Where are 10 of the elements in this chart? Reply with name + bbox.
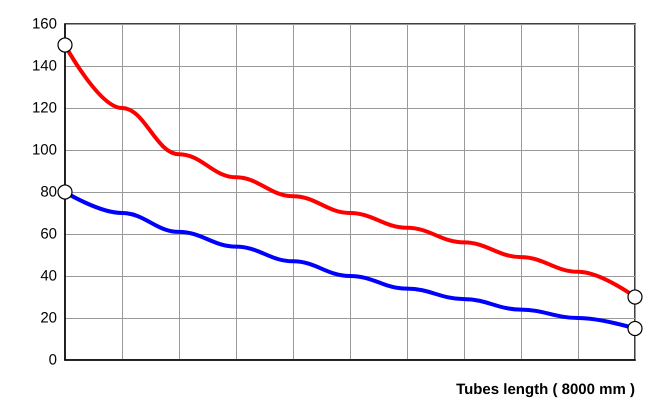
y-tick-label: 140: [32, 58, 57, 74]
x-axis-title: Tubes length ( 8000 mm ): [456, 381, 635, 398]
y-tick-label: 60: [40, 226, 57, 242]
y-tick-label: 160: [32, 16, 57, 32]
y-tick-label: 120: [32, 100, 57, 116]
y-tick-label: 0: [48, 352, 57, 368]
y-tick-label: 40: [40, 268, 57, 284]
y-tick-label: 100: [32, 142, 57, 158]
y-tick-label: 80: [40, 184, 57, 200]
y-tick-label: 20: [40, 310, 57, 326]
